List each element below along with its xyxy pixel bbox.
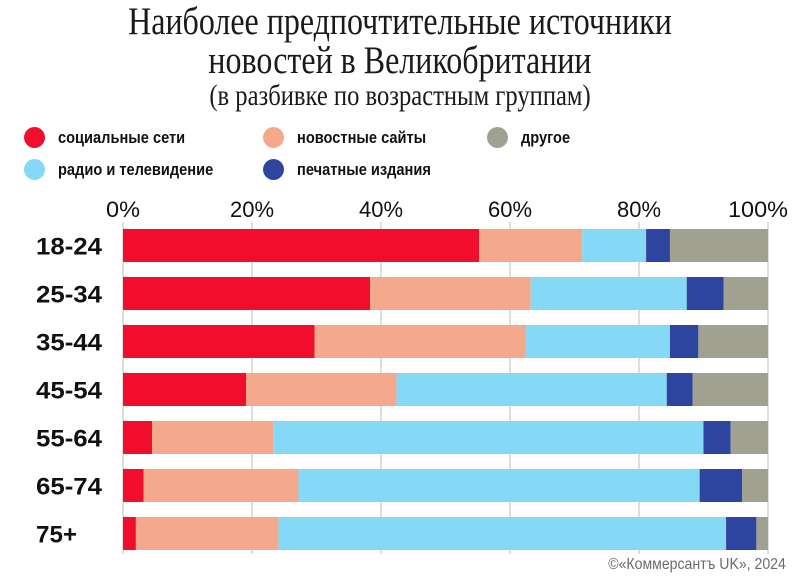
bar-segment bbox=[530, 277, 687, 310]
legend-label-radio-tv: радио и телевидение bbox=[58, 159, 214, 179]
bar-segment bbox=[143, 469, 299, 502]
bar-segment bbox=[666, 373, 693, 406]
category-label: 65-74 bbox=[36, 474, 103, 501]
legend-swatch-print bbox=[263, 159, 284, 180]
chart-title-line-1: Наиболее предпочтительные источники bbox=[128, 0, 672, 43]
bar-segment bbox=[669, 325, 699, 358]
chart-subtitle: (в разбивке по возрастным группам) bbox=[209, 79, 591, 112]
bar-segment bbox=[756, 517, 768, 550]
bar-segment bbox=[123, 325, 315, 358]
bars bbox=[123, 229, 768, 550]
bar-segment bbox=[582, 229, 647, 262]
bar-segment bbox=[314, 325, 527, 358]
bar-segment bbox=[698, 325, 768, 358]
legend-item-news-sites: новостные сайты bbox=[263, 127, 447, 148]
bar-segment bbox=[123, 373, 247, 406]
bar-segment bbox=[692, 373, 768, 406]
category-label: 45-54 bbox=[36, 378, 103, 405]
bar-segment bbox=[123, 517, 136, 550]
bar-segment bbox=[246, 373, 397, 406]
copyright-credit: ©«Коммерсантъ UK», 2024 bbox=[608, 556, 786, 573]
bar-segment bbox=[646, 229, 670, 262]
chart-title-line-2: новостей в Великобритании bbox=[208, 39, 592, 82]
bar-segment bbox=[479, 229, 583, 262]
bar-segment bbox=[686, 277, 724, 310]
x-tick-label: 100% bbox=[728, 197, 788, 222]
legend-label-print: печатные издания bbox=[297, 159, 431, 179]
legend-swatch-other bbox=[487, 127, 508, 148]
x-tick-label: 20% bbox=[230, 197, 274, 222]
bar-segment bbox=[396, 373, 667, 406]
category-label: 25-34 bbox=[36, 282, 103, 309]
category-label: 35-44 bbox=[36, 330, 103, 357]
x-tick-label: 60% bbox=[488, 197, 532, 222]
bar-segment bbox=[703, 421, 731, 454]
x-tick-label: 80% bbox=[617, 197, 661, 222]
bar-segment bbox=[123, 469, 144, 502]
x-tick-label: 0% bbox=[106, 197, 140, 222]
legend-item-social: социальные сети bbox=[24, 127, 206, 148]
bar-segment bbox=[723, 277, 768, 310]
bar-segment bbox=[273, 421, 704, 454]
legend-label-social: социальные сети bbox=[58, 127, 186, 147]
category-label: 55-64 bbox=[36, 426, 103, 453]
legend-label-other: другое bbox=[521, 127, 571, 147]
legend-item-print: печатные издания bbox=[263, 159, 453, 180]
legend-swatch-news-sites bbox=[263, 127, 284, 148]
legend-swatch-social bbox=[24, 127, 45, 148]
bar-segment bbox=[726, 517, 757, 550]
bar-segment bbox=[298, 469, 700, 502]
x-tick-label: 40% bbox=[359, 197, 403, 222]
category-label: 18-24 bbox=[36, 234, 103, 261]
bar-segment bbox=[370, 277, 531, 310]
bar-segment bbox=[742, 469, 768, 502]
bar-segment bbox=[123, 229, 480, 262]
bar-segment bbox=[699, 469, 743, 502]
legend-item-radio-tv: радио и телевидение bbox=[24, 159, 239, 180]
legend-label-news-sites: новостные сайты bbox=[297, 127, 427, 147]
bar-segment bbox=[152, 421, 274, 454]
bar-segment bbox=[669, 229, 768, 262]
bar-segment bbox=[123, 421, 153, 454]
bar-segment bbox=[278, 517, 727, 550]
legend-swatch-radio-tv bbox=[24, 159, 45, 180]
category-labels: 18-24 25-34 35-44 45-54 55-64 65-74 75+ bbox=[36, 234, 103, 549]
bar-segment bbox=[123, 277, 371, 310]
bar-segment bbox=[730, 421, 768, 454]
bar-segment bbox=[135, 517, 279, 550]
bar-segment bbox=[526, 325, 670, 358]
legend-item-other: другое bbox=[487, 127, 578, 148]
category-label: 75+ bbox=[36, 522, 77, 549]
x-axis-ticks: 0% 20% 40% 60% 80% 100% bbox=[106, 197, 788, 222]
